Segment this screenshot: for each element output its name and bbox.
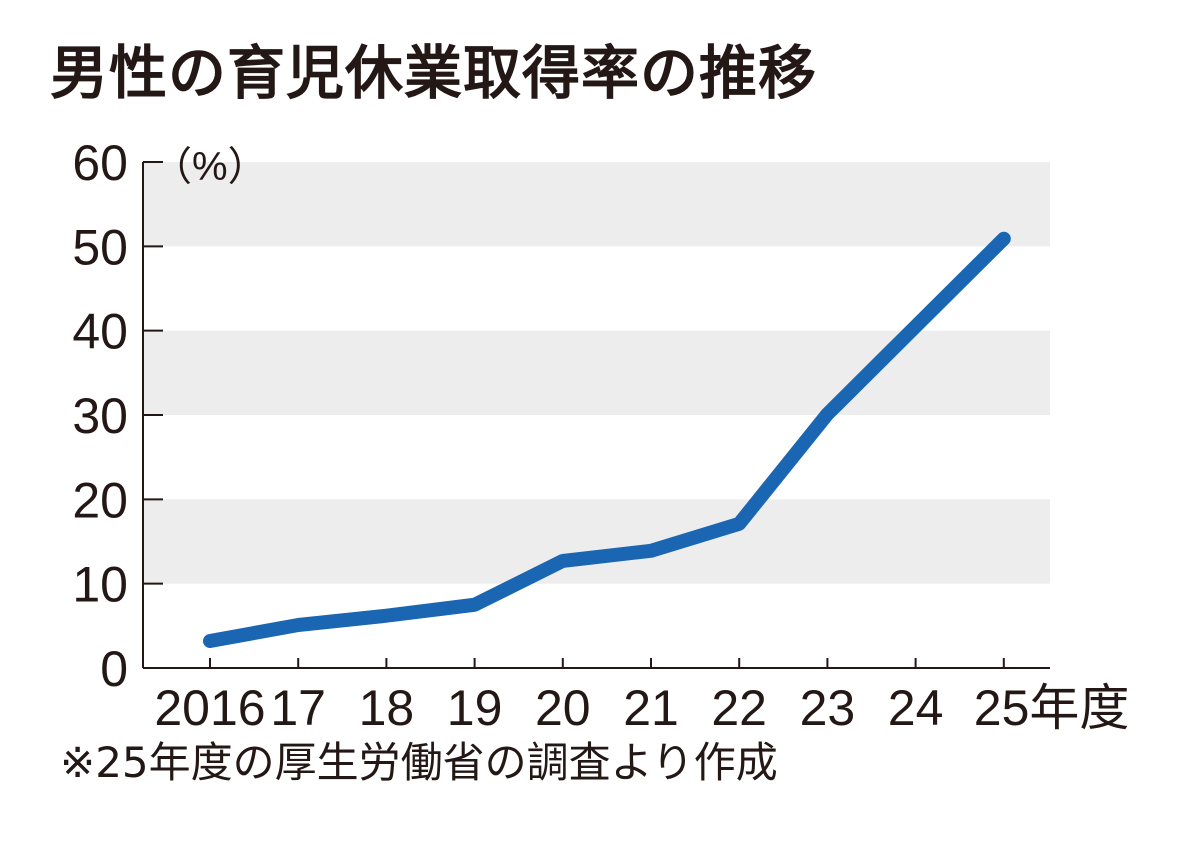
grid-bands <box>143 162 1050 584</box>
y-tick-label: 0 <box>100 641 128 697</box>
grid-band <box>143 330 1050 415</box>
data-point <box>738 523 740 525</box>
x-tick-label: 18 <box>359 680 415 736</box>
series-lines <box>203 231 1011 649</box>
source-note: ※25年度の厚生労働省の調査より作成 <box>60 738 778 787</box>
x-tick-label: 24 <box>888 680 944 736</box>
data-point <box>474 604 476 606</box>
data-point <box>297 624 299 626</box>
y-axis-ticks: 0 10 20 30 40 50 60 <box>72 135 163 697</box>
x-tick-label: 17 <box>270 680 326 736</box>
y-tick-label: 50 <box>72 219 128 275</box>
y-tick-label: 30 <box>72 388 128 444</box>
x-axis-ticks: 2016 17 18 19 20 21 22 23 24 25年度 <box>154 658 1129 736</box>
x-tick-label: 2016 <box>154 680 265 736</box>
data-point <box>826 413 828 415</box>
x-tick-label: 20 <box>535 680 591 736</box>
data-point <box>562 560 564 562</box>
y-tick-label: 40 <box>72 304 128 360</box>
x-tick-label: 23 <box>800 680 856 736</box>
series-line <box>203 231 1011 649</box>
x-tick-label: 21 <box>623 680 679 736</box>
y-tick-label: 60 <box>72 135 128 191</box>
chart-title: 男性の育児休業取得率の推移 <box>50 39 818 107</box>
data-point <box>209 640 211 642</box>
x-tick-label: 19 <box>447 680 503 736</box>
y-tick-label: 20 <box>72 472 128 528</box>
grid-band <box>143 499 1050 584</box>
x-tick-label: 25年度 <box>974 680 1130 736</box>
data-point <box>915 325 917 327</box>
y-axis-unit: （%） <box>152 145 268 189</box>
y-tick-label: 10 <box>72 557 128 613</box>
data-point <box>1003 238 1005 240</box>
x-tick-label: 22 <box>711 680 767 736</box>
data-point <box>385 615 387 617</box>
grid-band <box>143 162 1050 247</box>
data-point <box>650 550 652 552</box>
